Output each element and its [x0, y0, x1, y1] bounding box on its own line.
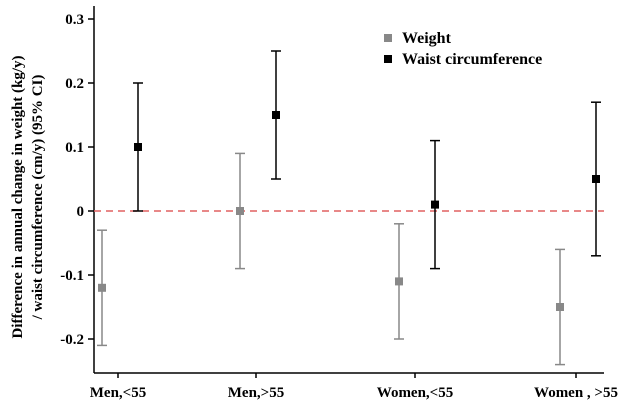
y-tick-label: -0.1 — [60, 268, 84, 284]
legend-swatch — [384, 55, 392, 63]
y-axis-title: Difference in annual change in weight (k… — [10, 55, 46, 338]
y-tick-label: 0.3 — [65, 12, 84, 28]
data-point — [133, 82, 143, 212]
point-marker — [556, 303, 564, 311]
legend-label: Weight — [402, 30, 452, 47]
point-marker — [395, 277, 403, 286]
point-marker — [431, 200, 439, 209]
legend-label: Waist circumference — [402, 51, 542, 68]
y-axis-title-line-1: Difference in annual change in weight (k… — [10, 55, 26, 338]
data-marks — [97, 50, 601, 366]
point-marker — [134, 143, 142, 151]
axes — [93, 6, 604, 374]
data-point — [555, 248, 565, 366]
x-category-label: Women , >55 — [534, 385, 618, 401]
x-category-label: Men,<55 — [90, 385, 146, 401]
data-point — [97, 229, 107, 347]
y-tick-label: 0.2 — [65, 76, 84, 92]
y-tick-label: 0.1 — [65, 140, 84, 156]
x-category-label: Men,>55 — [228, 385, 284, 401]
legend: Weight Waist circumference — [384, 30, 542, 68]
y-axis-title-line-2: / waist circumference (cm/y) (95% CI) — [30, 75, 46, 321]
point-marker — [98, 283, 106, 292]
data-point — [394, 223, 404, 340]
x-axis-category-labels: Men,<55 Men,>55 Women,<55 Women , >55 — [90, 373, 618, 401]
y-axis-ticks: -0.2 -0.1 0 0.1 0.2 0.3 — [60, 12, 94, 348]
legend-swatch — [384, 34, 392, 42]
y-tick-label: -0.2 — [60, 332, 84, 348]
data-point — [271, 50, 281, 180]
y-tick-label: 0 — [77, 204, 85, 220]
point-marker — [272, 111, 280, 119]
data-point — [591, 101, 601, 257]
point-marker — [592, 175, 600, 183]
data-point — [430, 139, 440, 270]
x-category-label: Women,<55 — [377, 385, 453, 401]
point-marker — [236, 207, 244, 215]
data-point — [235, 152, 245, 270]
